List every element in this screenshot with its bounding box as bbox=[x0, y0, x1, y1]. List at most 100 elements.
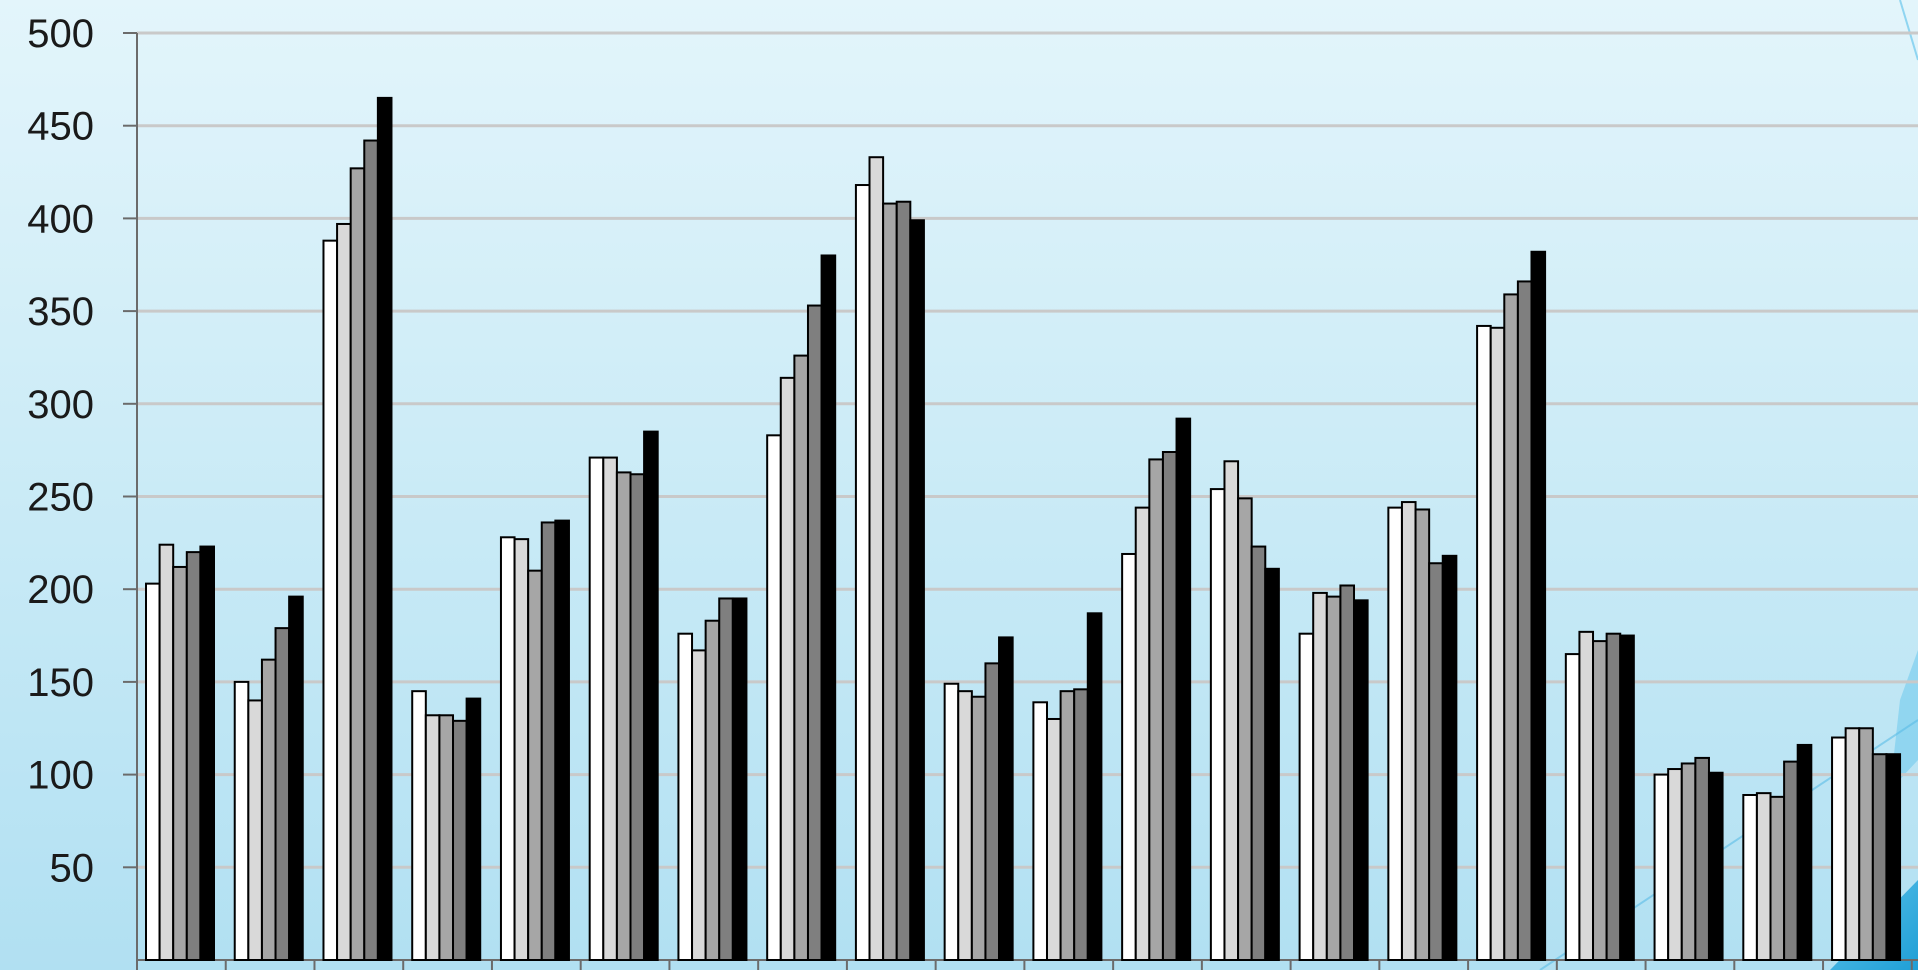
bar-7-2 bbox=[793, 354, 809, 961]
bar-17-4 bbox=[1707, 771, 1724, 961]
bars bbox=[145, 96, 1902, 962]
bar-16-3 bbox=[1605, 632, 1622, 961]
bar-15-4 bbox=[1530, 250, 1547, 962]
bar-8-0 bbox=[854, 184, 871, 961]
bar-8-2 bbox=[882, 202, 898, 961]
bar-7-4 bbox=[820, 254, 837, 962]
y-tick-label-400: 400 bbox=[27, 197, 94, 241]
bar-0-4 bbox=[199, 545, 215, 961]
bar-6-3 bbox=[718, 597, 734, 961]
bar-17-1 bbox=[1667, 768, 1683, 962]
bar-2-3 bbox=[363, 139, 379, 962]
bar-4-4 bbox=[554, 519, 570, 961]
y-tick-label-450: 450 bbox=[27, 105, 94, 149]
bar-12-4 bbox=[1264, 567, 1280, 962]
bar-4-1 bbox=[513, 538, 530, 962]
bar-3-3 bbox=[452, 719, 468, 961]
y-tick-label-200: 200 bbox=[27, 568, 94, 612]
bar-6-4 bbox=[731, 597, 748, 961]
bar-17-2 bbox=[1680, 762, 1697, 962]
bar-4-2 bbox=[527, 569, 543, 961]
bar-19-0 bbox=[1831, 736, 1847, 962]
bar-9-0 bbox=[943, 682, 960, 962]
bar-6-2 bbox=[704, 619, 721, 962]
y-tick-label-300: 300 bbox=[27, 383, 94, 427]
bar-0-0 bbox=[145, 582, 161, 961]
bar-16-4 bbox=[1619, 634, 1635, 961]
y-tick-label-150: 150 bbox=[27, 661, 94, 705]
bar-3-1 bbox=[424, 714, 441, 961]
bar-10-1 bbox=[1045, 717, 1062, 961]
bar-18-1 bbox=[1755, 792, 1772, 962]
bar-8-3 bbox=[895, 200, 912, 962]
bar-0-2 bbox=[172, 565, 188, 962]
bar-2-4 bbox=[376, 96, 393, 961]
bar-13-3 bbox=[1339, 584, 1356, 961]
bar-18-2 bbox=[1769, 795, 1786, 962]
bar-12-2 bbox=[1237, 497, 1253, 961]
bar-11-2 bbox=[1148, 458, 1164, 961]
bar-8-1 bbox=[868, 156, 885, 961]
bar-7-0 bbox=[766, 434, 782, 961]
bar-6-1 bbox=[691, 649, 707, 962]
y-tick-label-350: 350 bbox=[27, 290, 94, 334]
bar-0-1 bbox=[158, 543, 175, 961]
bar-3-4 bbox=[465, 697, 482, 961]
bar-2-0 bbox=[322, 239, 339, 961]
bar-13-4 bbox=[1353, 599, 1369, 961]
bar-3-0 bbox=[411, 690, 427, 961]
bar-16-1 bbox=[1578, 630, 1595, 961]
bar-0-3 bbox=[185, 551, 202, 961]
bar-5-3 bbox=[629, 473, 646, 961]
bar-9-3 bbox=[984, 662, 1001, 961]
bar-1-1 bbox=[247, 699, 263, 961]
bar-1-0 bbox=[233, 680, 250, 962]
bar-15-3 bbox=[1516, 280, 1533, 962]
bar-5-2 bbox=[615, 471, 632, 961]
bar-17-0 bbox=[1653, 773, 1670, 961]
bar-19-4 bbox=[1885, 753, 1902, 961]
bar-5-0 bbox=[588, 456, 605, 961]
bar-5-4 bbox=[643, 430, 659, 961]
bar-2-2 bbox=[349, 167, 366, 962]
bar-13-1 bbox=[1312, 591, 1328, 962]
bar-11-3 bbox=[1161, 451, 1178, 961]
bar-19-1 bbox=[1844, 727, 1861, 961]
y-tick-label-100: 100 bbox=[27, 754, 94, 798]
bar-7-3 bbox=[806, 304, 823, 961]
bar-14-3 bbox=[1428, 562, 1444, 962]
bar-14-1 bbox=[1400, 501, 1417, 961]
bar-11-4 bbox=[1175, 417, 1192, 961]
y-tick-label-500: 500 bbox=[27, 12, 94, 56]
bar-15-0 bbox=[1476, 324, 1492, 961]
bar-14-4 bbox=[1441, 554, 1458, 961]
bar-1-3 bbox=[274, 627, 291, 961]
bar-3-2 bbox=[438, 714, 455, 961]
bar-16-0 bbox=[1564, 653, 1581, 962]
bar-1-4 bbox=[288, 595, 304, 962]
bar-9-4 bbox=[998, 636, 1014, 961]
bar-10-2 bbox=[1059, 690, 1076, 961]
bar-10-0 bbox=[1032, 701, 1048, 961]
y-tick-labels: 50 100 150 200 250 300 350 400 450 500 bbox=[27, 12, 94, 890]
bar-18-4 bbox=[1796, 743, 1813, 961]
bar-5-1 bbox=[602, 456, 618, 961]
bar-10-4 bbox=[1086, 612, 1103, 961]
bar-4-3 bbox=[540, 521, 557, 961]
bar-16-2 bbox=[1592, 640, 1608, 961]
bar-4-0 bbox=[499, 536, 516, 962]
bar-2-1 bbox=[336, 222, 352, 962]
bar-19-3 bbox=[1871, 753, 1888, 961]
gridlines bbox=[137, 31, 1918, 869]
bar-8-4 bbox=[909, 219, 925, 961]
bar-15-2 bbox=[1503, 293, 1519, 961]
bar-12-0 bbox=[1209, 488, 1226, 961]
bar-7-1 bbox=[779, 376, 796, 961]
bar-11-1 bbox=[1134, 506, 1151, 961]
bar-14-0 bbox=[1387, 506, 1403, 961]
bar-14-2 bbox=[1414, 508, 1431, 961]
bar-12-1 bbox=[1223, 460, 1240, 961]
y-tick-label-250: 250 bbox=[27, 476, 94, 520]
